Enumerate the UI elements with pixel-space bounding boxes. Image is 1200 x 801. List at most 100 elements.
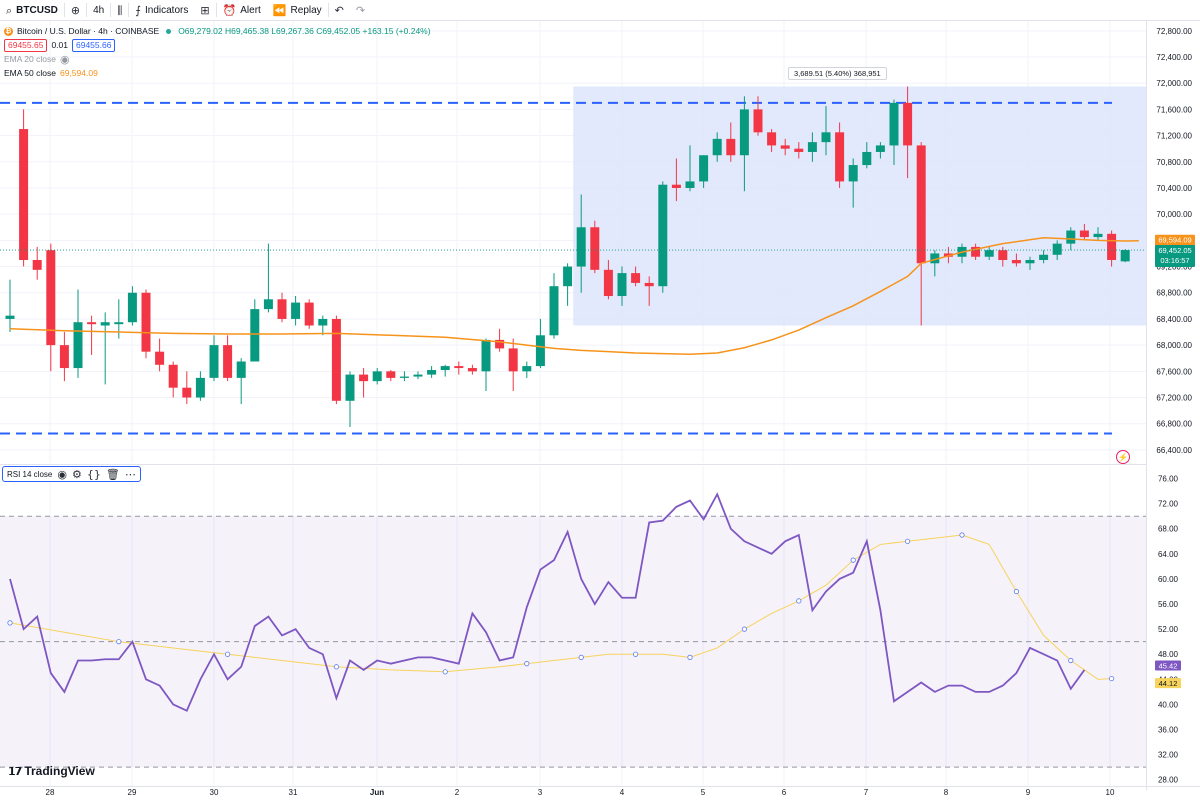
time-tick-label: 31 — [289, 788, 298, 797]
replay-button[interactable]: ⏪ Replay — [267, 0, 328, 20]
rsi-ma-marker — [741, 626, 748, 632]
undo-icon: ↶ — [334, 3, 344, 17]
toolbar-divider — [128, 3, 130, 17]
candle-body — [318, 318, 328, 326]
price-tick-label: 66,400.00 — [1156, 446, 1192, 455]
market-status-dot — [166, 28, 172, 34]
candle-body — [508, 348, 518, 372]
candle-body — [1025, 260, 1035, 264]
price-tick-label: 72,000.00 — [1156, 79, 1192, 88]
time-tick-label: 6 — [782, 788, 787, 797]
rsi-tick-label: 28.00 — [1158, 776, 1179, 785]
interval-label: 4h — [93, 4, 105, 16]
lightning-icon[interactable]: ⚡ — [1116, 450, 1130, 464]
price-axis[interactable]: 66,400.00 66,800.00 67,200.00 67,600.00 68,0… — [1146, 21, 1196, 790]
price-tick-label: 69,200.00 — [1156, 263, 1192, 272]
rsi-value-tag: 45.42 — [1155, 660, 1181, 671]
candle-body — [1120, 250, 1130, 262]
candle-body — [631, 273, 641, 283]
toolbar-divider — [86, 3, 88, 17]
price-tick-label: 66,800.00 — [1156, 420, 1192, 429]
rsi-tick-label: 56.00 — [1158, 600, 1179, 609]
time-tick-label: 30 — [210, 788, 219, 797]
rsi-tick-label: 72.00 — [1158, 500, 1179, 509]
rsi-legend[interactable]: RSI 14 close ◉ ⚙ {} 🗑 ⋯ — [2, 466, 141, 482]
rsi-ma-marker — [524, 661, 530, 667]
rsi-tick-label: 40.00 — [1158, 700, 1179, 709]
more-icon[interactable]: ⋯ — [124, 467, 136, 481]
templates-button[interactable]: ⊞ — [194, 0, 215, 20]
buy-price-button[interactable]: 69455.66 — [72, 38, 116, 52]
candle-body — [345, 374, 355, 401]
symbol-search[interactable]: ⌕ BTCUSD — [0, 0, 64, 20]
candle-body — [1107, 233, 1117, 261]
time-axis[interactable]: 28 29 30 31 Jun 2 3 4 5 6 7 8 9 10 — [0, 786, 1200, 798]
measure-range-box[interactable] — [573, 86, 1147, 326]
time-tick-label: 10 — [1106, 788, 1115, 797]
measure-tooltip: 3,689.51 (5.40%) 368,951 — [788, 67, 887, 80]
time-tick-label: Jun — [370, 788, 384, 797]
price-tick-label: 68,000.00 — [1156, 341, 1192, 350]
candle-body — [794, 148, 804, 152]
candle-body — [495, 339, 505, 349]
candle-body — [304, 302, 314, 326]
candle-body — [685, 181, 695, 188]
candle-body — [141, 292, 151, 352]
last-price-tag-text: 69,452.05 — [1158, 246, 1191, 255]
settings-icon[interactable]: ⚙ — [71, 467, 82, 481]
alert-button[interactable]: ⏰ Alert — [217, 0, 267, 20]
ema50-legend[interactable]: EMA 50 close 69,594.09 — [4, 66, 431, 80]
candle-body — [413, 374, 423, 377]
rsi-ma-marker — [1068, 657, 1074, 664]
candle-body — [127, 292, 137, 323]
candle-body — [1039, 254, 1049, 261]
rsi-tick-label: 48.00 — [1158, 650, 1179, 659]
candle-body — [331, 318, 341, 401]
toolbar-divider — [215, 3, 217, 17]
candle-body — [699, 155, 709, 182]
rsi-ma-marker — [442, 669, 448, 675]
eye-icon[interactable]: ◉ — [59, 52, 70, 66]
candle-body — [209, 345, 219, 378]
candle-body — [195, 377, 205, 398]
candle-body — [535, 335, 545, 367]
candle-body — [114, 322, 124, 325]
candle-body — [835, 132, 845, 182]
candle-body — [930, 253, 940, 264]
horizontal-levels[interactable] — [0, 101, 1112, 435]
rsi-value-tag-text: 45.42 — [1159, 662, 1178, 671]
rsi-pane — [0, 492, 1146, 768]
ema50-price-tag: 69,594.09 — [1155, 234, 1195, 247]
indicators-button[interactable]: ⨍ Indicators — [129, 0, 194, 20]
compare-button[interactable]: ⊕ — [65, 0, 86, 20]
candle-body — [250, 309, 260, 362]
time-tick-label: 28 — [46, 788, 55, 797]
rsi-ma-marker — [850, 557, 856, 563]
rsi-axis[interactable]: 28.0032.0036.0040.0044.0048.0052.0056.00… — [1155, 475, 1181, 785]
eye-icon[interactable]: ◉ — [57, 467, 67, 481]
toolbar-divider — [63, 3, 65, 17]
add-circle-icon: ⊕ — [70, 3, 81, 17]
candle-body — [617, 273, 627, 297]
rsi-ma-marker — [333, 664, 339, 670]
bitcoin-icon: ₿ — [4, 26, 13, 36]
ema20-legend[interactable]: EMA 20 close ◉ — [4, 52, 431, 66]
candle-body — [590, 227, 600, 270]
candle-body — [73, 322, 83, 369]
candle-body — [1052, 243, 1062, 255]
chart-type-button[interactable]: ⫼ — [111, 0, 128, 20]
rsi-tick-label: 68.00 — [1158, 525, 1179, 534]
source-code-icon[interactable]: {} — [86, 467, 101, 481]
candle-body — [1011, 260, 1021, 264]
undo-button[interactable]: ↶ — [329, 0, 350, 20]
trash-icon[interactable]: 🗑 — [105, 467, 120, 481]
brand-name: TradingView — [24, 764, 95, 778]
interval-button[interactable]: 4h — [87, 0, 110, 20]
redo-button[interactable]: ↷ — [350, 0, 371, 20]
candle-body — [916, 145, 926, 264]
sell-price-button[interactable]: 69455.65 — [4, 38, 48, 52]
candle-body — [19, 129, 29, 261]
candle-body — [712, 138, 722, 156]
time-tick-label: 29 — [128, 788, 137, 797]
